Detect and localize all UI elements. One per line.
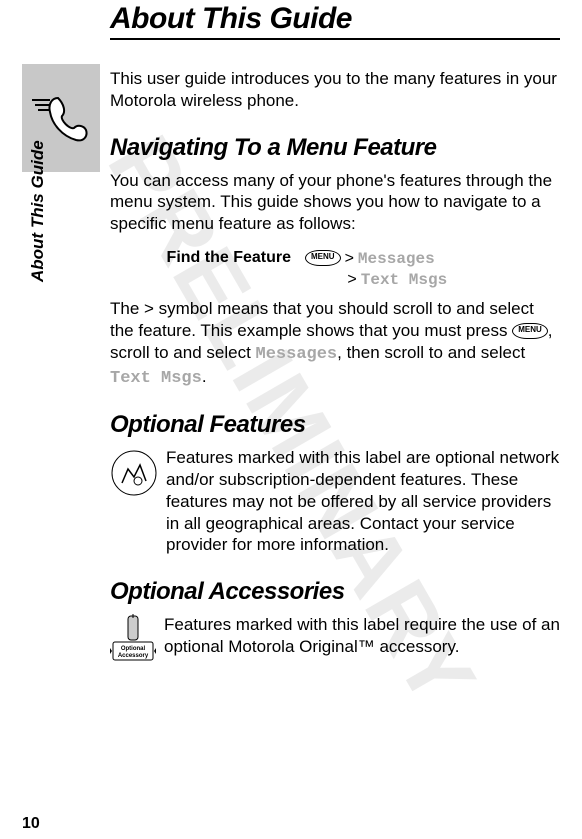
nav-para2: The > symbol means that you should scrol… [110,298,560,389]
nav-para2-pre: The > symbol means that you should scrol… [110,299,534,340]
svg-text:Optional: Optional [121,646,146,652]
network-subscription-badge [110,447,158,499]
optional-features-text: Features marked with this label are opti… [166,447,560,556]
menu-key-icon: MENU [512,323,548,339]
optional-accessory-badge: Optional Accessory [110,614,156,664]
optional-accessories-heading: Optional Accessories [110,578,560,606]
find-feature-path: MENU>Messages >Text Msgs [305,249,447,291]
title-rule [110,38,560,40]
path-item-2: Text Msgs [361,271,447,289]
find-feature-row: Find the Feature MENU>Messages >Text Msg… [110,249,560,291]
nav-para2-end: . [202,367,207,386]
page-content: About This Guide This user guide introdu… [0,2,582,664]
path-item-1: Messages [358,250,435,268]
optional-features-heading: Optional Features [110,411,560,439]
find-feature-label: Find the Feature [110,249,305,267]
optional-accessories-text: Features marked with this label require … [164,614,560,664]
nav-para1: You can access many of your phone's feat… [110,170,560,235]
intro-paragraph: This user guide introduces you to the ma… [110,68,560,112]
nav-para2-mono2: Text Msgs [110,369,202,388]
nav-para2-mono1: Messages [256,345,338,364]
optional-accessories-row: Optional Accessory Features marked with … [110,614,560,664]
svg-text:Accessory: Accessory [118,653,149,659]
gt-symbol: > [345,250,354,267]
page-number: 10 [22,815,40,833]
nav-heading: Navigating To a Menu Feature [110,134,560,162]
gt-symbol: > [347,271,356,288]
optional-features-row: Features marked with this label are opti… [110,447,560,556]
menu-key-icon: MENU [305,250,341,266]
page-title: About This Guide [110,2,560,36]
nav-para2-mid2: , then scroll to and select [337,343,525,362]
